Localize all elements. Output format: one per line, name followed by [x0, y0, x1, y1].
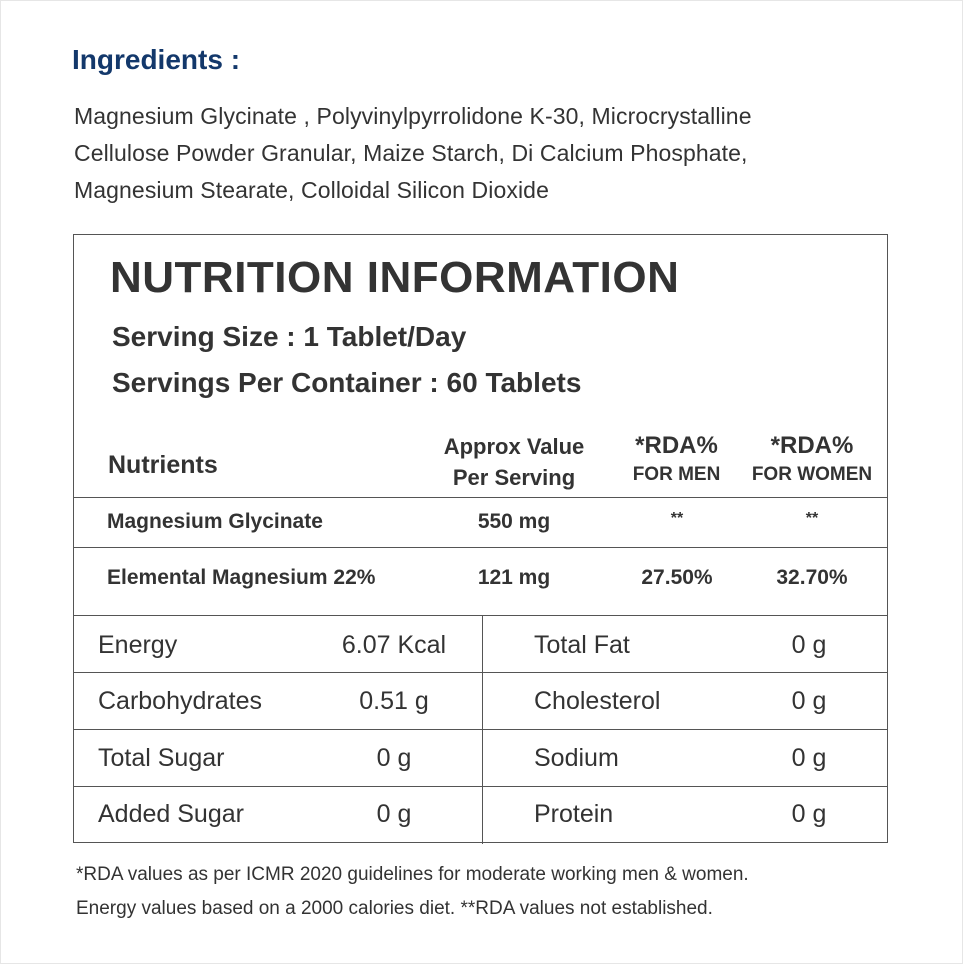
row-rda-women: ** — [805, 510, 819, 527]
grid-left-name: Added Sugar — [98, 800, 244, 828]
row-rda-women: 32.70% — [776, 566, 848, 589]
grid-right-name: Protein — [534, 800, 614, 828]
grid-right-name: Cholesterol — [534, 687, 661, 715]
header-rda-men-line-2: FOR MEN — [632, 464, 721, 485]
row-rda-men: ** — [670, 510, 684, 527]
header-rda-women-line-2: FOR WOMEN — [751, 464, 873, 485]
header-rda-men: *RDA% FOR MEN — [619, 431, 734, 489]
ingredients-line-1: Magnesium Glycinate , Polyvinylpyrrolido… — [74, 103, 752, 129]
grid-left-value: 0 g — [376, 800, 412, 828]
grid-right-value: 0 g — [791, 631, 827, 659]
header-approx-value: Approx Value Per Serving — [414, 431, 614, 493]
footnote-line-1: *RDA values as per ICMR 2020 guidelines … — [76, 864, 749, 885]
ingredients-line-2: Cellulose Powder Granular, Maize Starch,… — [74, 140, 748, 166]
divider — [74, 547, 887, 548]
ingredients-line-3: Magnesium Stearate, Colloidal Silicon Di… — [74, 177, 549, 203]
grid-right-value: 0 g — [791, 744, 827, 772]
divider — [74, 786, 887, 787]
grid-right-name: Sodium — [534, 744, 619, 772]
header-rda-men-line-1: *RDA% — [635, 432, 718, 459]
row-name: Magnesium Glycinate — [107, 510, 323, 533]
divider — [74, 729, 887, 730]
grid-left-name: Total Sugar — [98, 744, 225, 772]
row-name: Elemental Magnesium 22% — [107, 566, 376, 589]
header-rda-women: *RDA% FOR WOMEN — [737, 431, 887, 489]
grid-left-name: Energy — [98, 631, 178, 659]
header-approx-line-1: Approx Value — [443, 434, 585, 459]
nutrition-panel: NUTRITION INFORMATION Serving Size : 1 T… — [73, 234, 888, 844]
divider — [74, 615, 887, 616]
servings-per-container: Servings Per Container : 60 Tablets — [112, 367, 582, 398]
grid-left-value: 0 g — [376, 744, 412, 772]
grid-right-value: 0 g — [791, 687, 827, 715]
column-divider — [482, 615, 483, 844]
grid-left-name: Carbohydrates — [98, 687, 262, 715]
ingredients-text: Magnesium Glycinate , Polyvinylpyrrolido… — [74, 98, 904, 209]
divider — [74, 672, 887, 673]
header-approx-line-2: Per Serving — [452, 465, 576, 490]
grid-right-value: 0 g — [791, 800, 827, 828]
grid-left-value: 6.07 Kcal — [341, 631, 447, 659]
nutrition-title: NUTRITION INFORMATION — [110, 253, 680, 302]
row-value: 550 mg — [477, 510, 551, 533]
row-rda-men: 27.50% — [641, 566, 713, 589]
divider — [74, 497, 887, 498]
footnote: *RDA values as per ICMR 2020 guidelines … — [76, 858, 916, 926]
header-rda-women-line-1: *RDA% — [770, 432, 854, 459]
grid-left-value: 0.51 g — [359, 687, 429, 715]
row-value: 121 mg — [477, 566, 551, 589]
ingredients-title: Ingredients : — [72, 44, 241, 75]
grid-right-name: Total Fat — [534, 631, 630, 659]
footnote-line-2: Energy values based on a 2000 calories d… — [76, 898, 713, 919]
header-nutrients: Nutrients — [108, 451, 218, 479]
serving-size: Serving Size : 1 Tablet/Day — [112, 321, 467, 352]
